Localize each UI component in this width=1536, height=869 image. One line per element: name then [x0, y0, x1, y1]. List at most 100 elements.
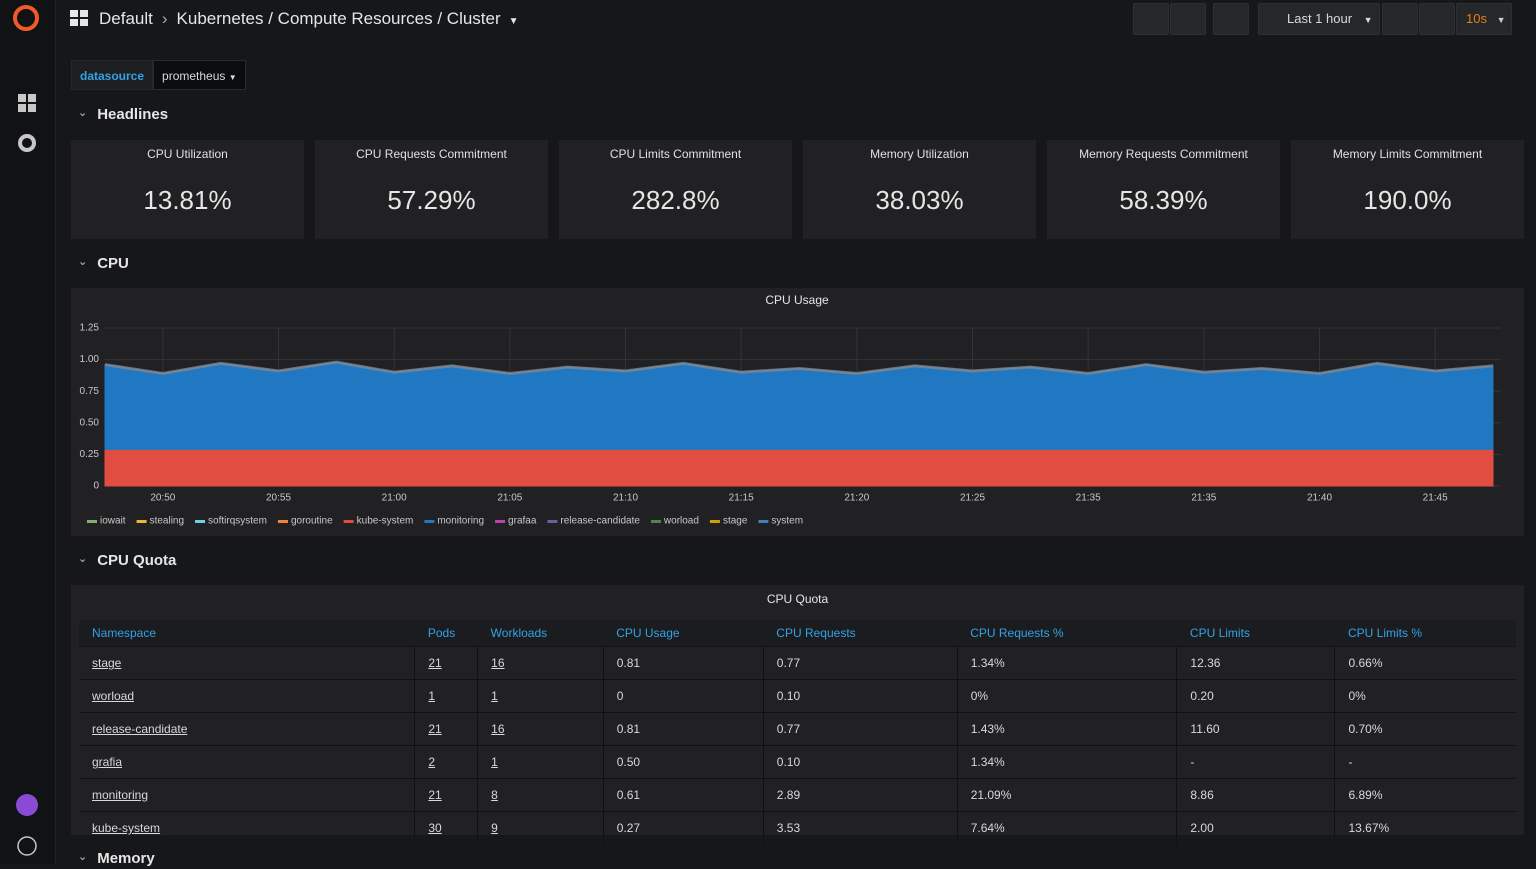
y-tick-label: 0.50 [80, 417, 100, 428]
legend-swatch [650, 520, 661, 523]
table-cell: 0.81 [602, 712, 764, 746]
cell-text: 3.53 [776, 821, 801, 835]
x-tick-label: 20:55 [266, 493, 291, 504]
area [104, 361, 1494, 450]
x-tick-label: 21:35 [1191, 493, 1216, 504]
cell-text: 0.20 [1190, 689, 1214, 703]
table-cell: release-candidate [79, 712, 415, 746]
cell-link[interactable]: 2 [428, 755, 436, 769]
dashboard-title[interactable]: Kubernetes / Compute Resources / Cluster [176, 9, 501, 28]
cell-link[interactable]: 8 [491, 788, 498, 802]
row-title[interactable]: Headlines [78, 106, 168, 123]
cell-text: 2.00 [1190, 821, 1214, 835]
cell-link[interactable]: 30 [428, 821, 442, 835]
row-title[interactable]: CPU Quota [78, 552, 176, 569]
row-title[interactable]: CPU [78, 255, 129, 272]
cell-link[interactable]: 1 [491, 689, 498, 703]
refresh-interval[interactable]: 10s ▼ [1456, 3, 1512, 35]
legend-swatch [136, 520, 147, 523]
cell-text: 0.77 [776, 722, 801, 736]
home-link[interactable]: Default [99, 9, 153, 28]
cell-link[interactable]: stage [92, 656, 122, 670]
table-header: Namespace Pods Workloads CPU Usage CPU Reque… [79, 620, 1516, 647]
sidebar [0, 0, 56, 864]
cell-link[interactable]: 16 [491, 656, 505, 670]
table-cell: 0.81 [602, 646, 764, 680]
variable-select[interactable]: prometheus ▼ [153, 60, 246, 90]
chart: CPU Usage 0 0.25 0.50 0.75 1.00 1.25 20:50 20:5… [80, 293, 1501, 527]
cell-link[interactable]: worload [92, 689, 135, 703]
row-title[interactable]: Memory [78, 850, 155, 867]
x-tick-label: 21:40 [1307, 493, 1332, 504]
cell-link[interactable]: 16 [491, 722, 505, 736]
tv-button[interactable] [1213, 3, 1249, 35]
cell-link[interactable]: release-candidate [92, 722, 188, 736]
legend-swatch [709, 520, 720, 523]
legend-swatch [277, 520, 288, 523]
cell-text: 0.50 [616, 755, 641, 769]
table-cell: 0.66% [1334, 646, 1516, 680]
cell-link[interactable]: 21 [428, 656, 442, 670]
table-cell: 1.43% [956, 712, 1177, 746]
area [104, 448, 1494, 487]
cell-text: 8.86 [1190, 788, 1214, 802]
stat-title: Memory Utilization [870, 147, 969, 161]
cell-link[interactable]: 9 [491, 821, 498, 835]
table-cell: 9 [477, 811, 604, 844]
cell-text: 0 [616, 689, 624, 703]
table-cell: 21 [414, 712, 478, 746]
stat-title: CPU Utilization [147, 147, 228, 161]
help-icon[interactable] [17, 836, 37, 856]
cell-link[interactable]: 1 [491, 755, 498, 769]
table-cell: - [1176, 745, 1335, 779]
column-header: CPU Limits % [1334, 620, 1516, 647]
breadcrumb[interactable]: Default › Kubernetes / Compute Resources /… [99, 9, 519, 28]
table-cell: 21 [414, 778, 478, 812]
cell-text: 11.60 [1190, 722, 1220, 736]
table-row: kube-system 30 9 0.27 3.53 7.64% 2.00 13.67% [79, 811, 1516, 844]
table-cell: 0.77 [762, 646, 958, 680]
refresh-button[interactable] [1419, 3, 1455, 35]
sidebar-icons [13, 5, 39, 856]
stat-panel: Memory Utilization 38.03% [803, 140, 1036, 239]
variable-label: datasource [71, 60, 154, 90]
logo[interactable] [13, 5, 39, 31]
column-header: Workloads [477, 620, 604, 647]
table-cell: 0.77 [762, 712, 958, 746]
settings-button[interactable] [1133, 3, 1169, 35]
cell-link[interactable]: 21 [428, 722, 442, 736]
time-range: Last 1 hour [1287, 11, 1353, 26]
cell-text: 2.89 [776, 788, 801, 802]
legend-label: monitoring [437, 516, 484, 527]
table-cell: 0 [602, 679, 764, 713]
zoom-button[interactable] [1382, 3, 1418, 35]
x-tick-label: 21:15 [729, 493, 754, 504]
cell-text: 21.09% [970, 788, 1012, 802]
cell-link[interactable]: monitoring [92, 788, 149, 802]
grid-icon [70, 10, 88, 26]
table-row: grafia 2 1 0.50 0.10 1.34% - - [79, 745, 1516, 779]
stat-title: CPU Requests Commitment [356, 147, 507, 161]
cell-text: 0.81 [616, 656, 641, 670]
column-header: CPU Requests [763, 620, 958, 647]
table-cell: 13.67% [1334, 811, 1516, 844]
table-cell: 0.70% [1334, 712, 1516, 746]
stat-value: 58.39% [1119, 185, 1208, 215]
table-cell: 0.50 [602, 745, 764, 779]
cell-link[interactable]: kube-system [92, 821, 161, 835]
share-button[interactable] [1170, 3, 1206, 35]
cell-link[interactable]: 21 [428, 788, 442, 802]
cell-link[interactable]: 1 [428, 689, 436, 703]
cell-text: 0.61 [616, 788, 641, 802]
time-picker[interactable]: Last 1 hour ▼ [1258, 3, 1380, 35]
table-cell: 0% [956, 679, 1177, 713]
settings-icon[interactable] [18, 134, 36, 152]
avatar[interactable] [16, 794, 38, 816]
dashboards-icon[interactable] [18, 94, 36, 112]
cell-text: 0.66% [1348, 656, 1383, 670]
table-row: monitoring 21 8 0.61 2.89 21.09% 8.86 6.89% [79, 778, 1516, 812]
legend-label: system [771, 516, 803, 527]
table-cell: 1.34% [956, 745, 1177, 779]
variable-value: prometheus [162, 69, 226, 83]
cell-link[interactable]: grafia [92, 755, 123, 769]
